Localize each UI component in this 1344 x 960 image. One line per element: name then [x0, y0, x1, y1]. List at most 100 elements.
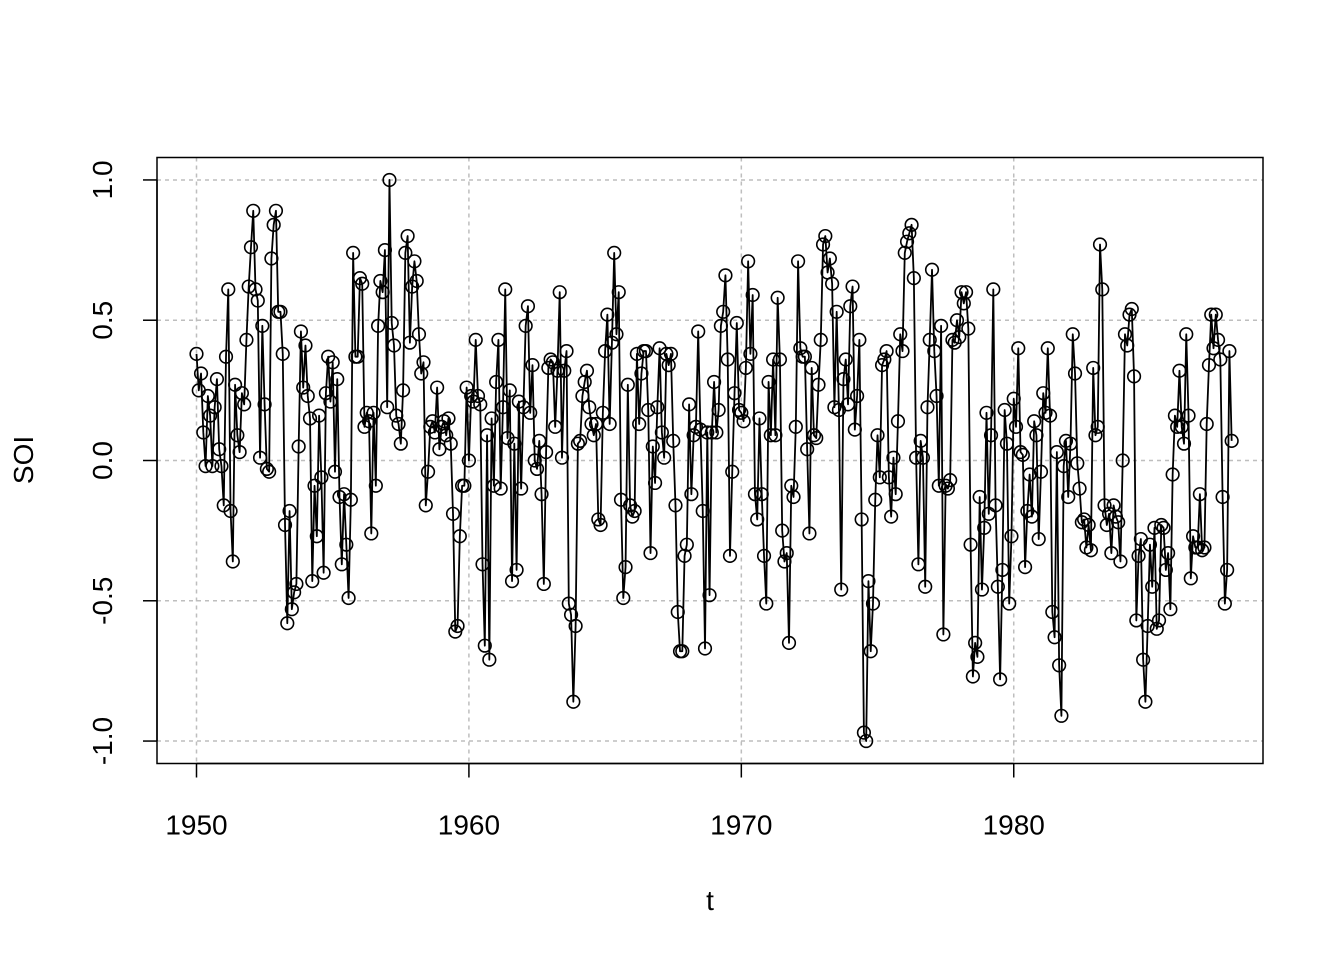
data-point-30: [257, 397, 272, 412]
data-point-423: [1149, 621, 1164, 636]
data-point-350: [983, 428, 999, 443]
data-point-231: [713, 318, 729, 333]
data-point-404: [1106, 498, 1121, 513]
data-point-221: [691, 324, 706, 339]
data-point-42: [284, 602, 299, 617]
data-point-201: [645, 439, 660, 454]
data-point-226: [702, 588, 717, 603]
data-point-171: [577, 374, 592, 390]
data-point-211: [668, 498, 683, 513]
data-point-26: [248, 282, 263, 297]
data-point-166: [566, 694, 581, 709]
data-point-344: [970, 649, 985, 664]
data-point-85: [382, 172, 397, 188]
data-point-370: [1029, 428, 1044, 443]
data-point-319: [913, 433, 928, 448]
data-point-15: [223, 503, 238, 519]
data-point-149: [527, 453, 542, 468]
data-point-80: [371, 318, 386, 333]
data-point-124: [470, 388, 486, 404]
data-point-33: [264, 251, 279, 266]
data-point-321: [918, 579, 933, 594]
data-point-8: [207, 400, 222, 415]
data-point-386: [1065, 327, 1080, 342]
data-point-38: [275, 346, 290, 361]
data-point-232: [716, 304, 731, 319]
data-point-46: [293, 324, 309, 339]
data-point-339: [958, 285, 974, 300]
data-point-132: [489, 374, 504, 390]
data-point-397: [1090, 419, 1105, 434]
data-point-455: [1222, 343, 1237, 359]
data-point-279: [822, 251, 837, 266]
data-point-93: [400, 228, 415, 244]
data-point-203: [650, 400, 665, 415]
data-point-212: [670, 604, 685, 620]
data-point-286: [838, 352, 853, 367]
data-point-443: [1195, 543, 1210, 558]
data-point-403: [1104, 545, 1119, 561]
data-point-134: [493, 481, 508, 496]
grid-lines: [157, 157, 1263, 764]
data-point-41: [282, 503, 297, 519]
data-point-99: [414, 366, 429, 381]
data-point-28: [252, 450, 268, 465]
data-point-307: [886, 450, 901, 465]
data-point-200: [643, 545, 658, 561]
data-point-127: [477, 638, 492, 653]
data-point-98: [411, 327, 427, 342]
y-tick-label--0.5: -0.5: [87, 577, 118, 625]
data-point-91: [395, 383, 411, 398]
data-point-176: [588, 416, 604, 432]
data-point-342: [965, 669, 980, 684]
data-point-385: [1063, 436, 1078, 451]
data-point-379: [1049, 444, 1064, 460]
series-soi: [189, 172, 1239, 749]
data-point-268: [797, 349, 812, 364]
data-point-207: [659, 346, 674, 361]
data-point-352: [988, 498, 1003, 513]
y-tick-label-0.0: 0.0: [87, 441, 118, 480]
data-point-194: [629, 346, 645, 361]
y-tick-label--1.0: -1.0: [87, 717, 118, 765]
data-point-432: [1170, 419, 1185, 434]
data-point-395: [1086, 360, 1101, 376]
data-point-5: [200, 388, 215, 404]
data-point-325: [927, 343, 942, 359]
data-point-206: [657, 450, 672, 465]
data-point-304: [879, 343, 894, 359]
data-point-305: [881, 470, 896, 485]
data-point-358: [1002, 596, 1017, 611]
data-point-387: [1067, 366, 1083, 381]
data-point-140: [507, 436, 522, 451]
data-point-310: [893, 327, 908, 342]
data-point-355: [995, 562, 1010, 578]
data-point-348: [979, 405, 994, 420]
data-point-184: [607, 245, 622, 260]
data-point-11: [214, 459, 229, 474]
data-point-97: [409, 273, 424, 289]
data-point-129: [482, 652, 497, 667]
data-point-244: [743, 346, 758, 361]
data-point-45: [291, 439, 306, 454]
data-point-257: [772, 352, 788, 367]
x-axis-label: t: [706, 885, 714, 916]
y-tick-label-1.0: 1.0: [87, 160, 118, 199]
data-point-9: [209, 372, 225, 387]
data-point-218: [684, 487, 699, 502]
data-point-242: [738, 360, 753, 376]
data-point-420: [1142, 537, 1158, 552]
data-point-252: [761, 374, 776, 390]
data-point-37: [273, 304, 288, 319]
data-point-356: [997, 402, 1012, 418]
data-point-150: [529, 461, 545, 477]
data-point-66: [339, 537, 354, 552]
data-point-111: [441, 411, 456, 426]
data-point-224: [697, 641, 713, 656]
data-point-406: [1111, 515, 1126, 530]
data-point-407: [1113, 554, 1128, 569]
data-point-67: [341, 590, 356, 606]
data-point-241: [736, 414, 751, 429]
data-point-112: [443, 436, 458, 451]
data-point-123: [468, 332, 483, 347]
